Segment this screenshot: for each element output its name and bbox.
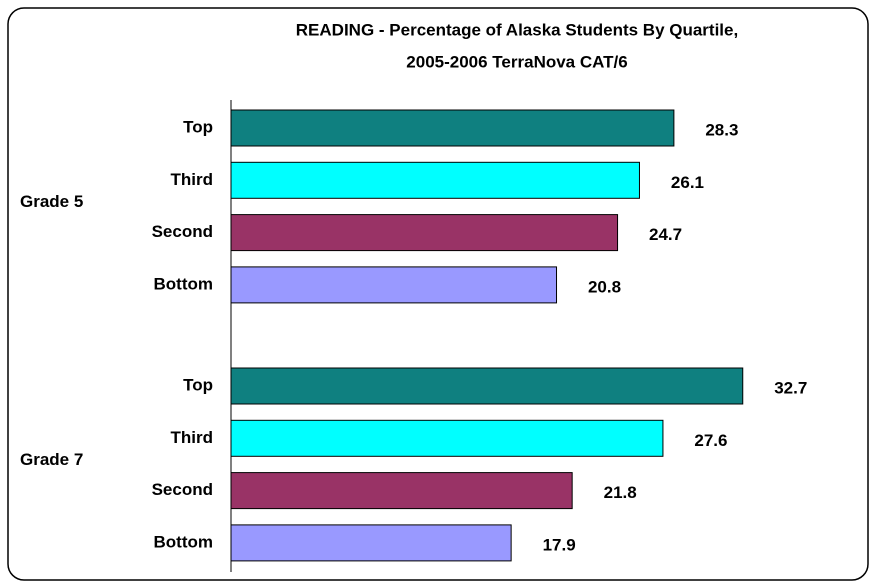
category-label: Second — [152, 480, 213, 499]
category-label: Top — [183, 375, 213, 394]
category-label: Bottom — [154, 532, 213, 551]
value-label: 17.9 — [543, 535, 576, 554]
category-label: Third — [171, 428, 214, 447]
bar — [230, 524, 512, 562]
value-label: 20.8 — [588, 277, 621, 296]
category-label: Top — [183, 117, 213, 136]
bar — [230, 266, 558, 304]
category-label: Third — [171, 170, 214, 189]
category-label: Second — [152, 222, 213, 241]
bar — [230, 109, 675, 147]
chart-title: 2005-2006 TerraNova CAT/6 — [406, 52, 627, 71]
value-label: 27.6 — [694, 431, 727, 450]
chart-title: READING - Percentage of Alaska Students … — [296, 20, 738, 39]
value-label: 24.7 — [649, 225, 682, 244]
bar — [230, 472, 573, 510]
bar — [230, 214, 619, 252]
value-label: 32.7 — [774, 378, 807, 397]
bar — [230, 161, 640, 199]
group-label: Grade 7 — [20, 450, 83, 469]
value-label: 21.8 — [604, 483, 637, 502]
bar — [230, 419, 664, 457]
bar — [230, 367, 744, 405]
value-label: 26.1 — [671, 173, 704, 192]
category-label: Bottom — [154, 274, 213, 293]
value-label: 28.3 — [705, 120, 738, 139]
group-label: Grade 5 — [20, 192, 83, 211]
